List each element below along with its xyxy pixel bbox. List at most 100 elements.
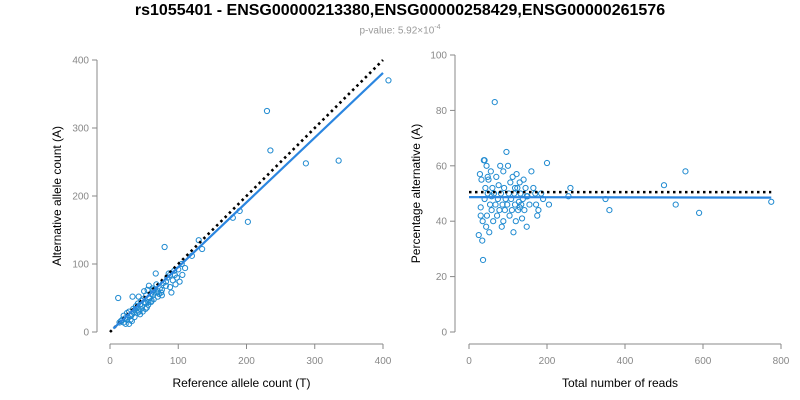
data-point (543, 159, 551, 167)
y-tick-label: 400 (72, 56, 89, 67)
data-point (486, 201, 494, 208)
data-point (507, 179, 514, 186)
x-tick-label: 300 (306, 356, 323, 367)
data-point (567, 184, 574, 192)
data-point (482, 184, 489, 192)
data-point (523, 223, 530, 230)
y-axis-label: Alternative allele count (A) (50, 126, 64, 266)
x-tick-label: 0 (466, 356, 472, 367)
y-axis-label: Percentage alternative (A) (409, 124, 423, 263)
y-tick-label: 60 (436, 161, 448, 172)
data-point (504, 162, 512, 169)
x-tick-label: 200 (539, 356, 556, 367)
data-point (522, 184, 529, 192)
data-point (481, 157, 488, 164)
data-point (154, 288, 161, 295)
data-point (490, 218, 497, 225)
data-point (493, 173, 500, 180)
data-point (492, 201, 499, 208)
data-point (166, 284, 174, 291)
data-point (135, 293, 142, 300)
data-point (168, 289, 175, 296)
y-tick-label: 0 (441, 328, 447, 339)
data-point (660, 182, 668, 189)
data-point (169, 277, 176, 284)
data-point (511, 184, 519, 192)
data-point (606, 207, 613, 214)
data-point (696, 209, 703, 216)
y-tick-label: 100 (430, 51, 447, 62)
x-axis-label: Total number of reads (562, 376, 678, 390)
y-tick-label: 0 (83, 328, 89, 339)
data-point (475, 231, 482, 239)
data-point (485, 176, 492, 183)
x-tick-label: 400 (375, 356, 392, 367)
data-point (512, 218, 519, 225)
reference-line (109, 59, 384, 333)
data-point (486, 229, 493, 236)
data-point (506, 212, 513, 219)
x-tick-label: 400 (617, 356, 634, 367)
percentage-panel: 0 200 400 600 800 0 20 40 60 80 100 Total number of… (409, 51, 790, 391)
data-point (534, 212, 541, 219)
data-point (499, 201, 506, 208)
data-point (142, 305, 149, 312)
data-point (501, 184, 508, 192)
data-point (176, 278, 183, 285)
data-point (195, 237, 202, 244)
data-point (497, 162, 504, 169)
data-point (483, 223, 490, 230)
data-point (501, 207, 508, 214)
data-point (491, 98, 498, 106)
data-point (115, 294, 122, 302)
data-point (478, 176, 485, 183)
y-tick-label: 80 (436, 106, 448, 117)
data-point (498, 223, 505, 230)
x-tick-label: 0 (107, 356, 113, 367)
data-point (672, 201, 679, 208)
data-point (508, 207, 515, 214)
x-tick-label: 600 (695, 356, 712, 367)
data-point (145, 298, 152, 306)
y-tick-label: 20 (436, 272, 448, 283)
data-point (263, 107, 271, 115)
data-point (493, 212, 501, 219)
data-point (131, 313, 138, 321)
data-point (500, 218, 507, 225)
data-point (127, 316, 134, 323)
data-point (128, 318, 135, 325)
data-point (495, 182, 502, 189)
data-point (500, 168, 507, 175)
data-point (161, 243, 168, 251)
data-point (152, 270, 159, 277)
data-point (530, 184, 537, 192)
data-point (479, 237, 486, 244)
data-point (503, 148, 510, 156)
p-value-text: p-value: 5.92×10 (359, 25, 435, 37)
y-tick-label: 300 (72, 124, 89, 135)
data-point (487, 168, 494, 175)
data-point (526, 201, 533, 208)
data-point (528, 168, 535, 175)
data-point (504, 201, 511, 208)
data-point (181, 264, 189, 272)
y-tick-label: 200 (72, 192, 89, 203)
data-point (479, 218, 486, 225)
data-point (518, 215, 526, 222)
allele-count-panel: 0 100 200 300 400 0 100 200 300 400 Reference alle… (50, 56, 392, 391)
data-point (521, 207, 528, 214)
x-axis-label: Reference allele count (T) (172, 376, 310, 390)
data-point (477, 204, 484, 211)
data-point (483, 212, 491, 219)
data-point (129, 293, 136, 300)
p-value-exponent: -4 (434, 24, 441, 31)
data-point (150, 296, 157, 303)
data-point (520, 176, 527, 183)
data-point (545, 201, 553, 208)
data-point (172, 281, 179, 288)
data-point (479, 256, 487, 264)
data-point (510, 229, 517, 236)
data-point (513, 171, 520, 178)
chart-title: rs1055401 - ENSG00000213380,ENSG00000258… (134, 2, 666, 19)
